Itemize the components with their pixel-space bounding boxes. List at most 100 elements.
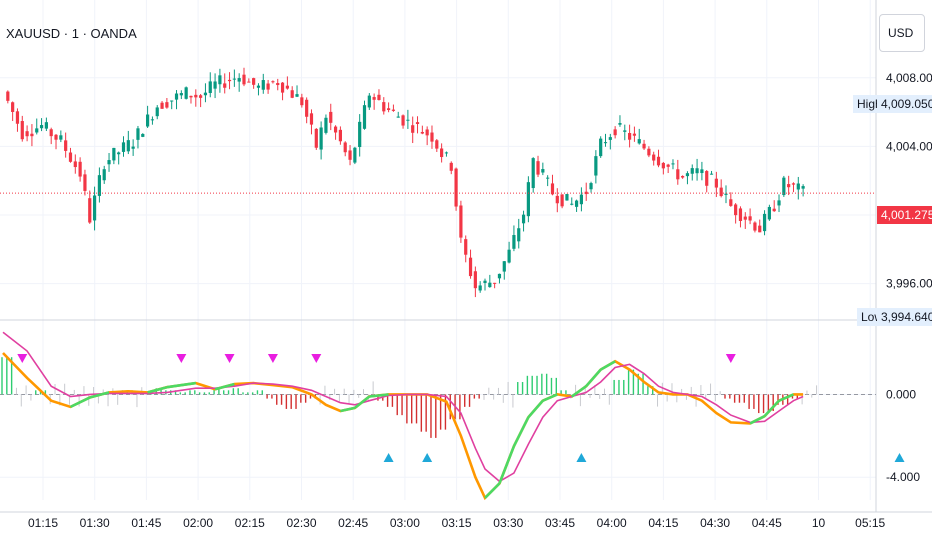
candle-body	[353, 147, 357, 163]
candle-body	[247, 81, 251, 83]
buy-marker-triangle	[422, 453, 433, 462]
candle-body	[44, 122, 48, 129]
oscillator-rising-segment	[340, 406, 356, 413]
candle-body	[179, 93, 183, 96]
candle-body	[314, 128, 318, 148]
time-tick-label: 04:00	[597, 516, 627, 530]
candle-body	[787, 184, 791, 188]
candle-body	[459, 205, 463, 238]
candle-body	[454, 168, 458, 207]
candle-body	[652, 154, 656, 161]
candle-body	[68, 152, 73, 162]
candle-body	[97, 175, 101, 196]
candle-body	[738, 208, 743, 221]
candle-body	[170, 100, 174, 102]
candle-body	[165, 102, 169, 108]
candle-body	[30, 133, 34, 137]
oscillator-rising-segment	[763, 399, 780, 418]
time-tick-label: 03:15	[442, 516, 472, 530]
candle-body	[276, 83, 280, 86]
oscillator-rising-segment	[571, 385, 587, 398]
candle-body	[348, 150, 352, 160]
candle-body	[73, 161, 77, 168]
candle-body	[695, 168, 699, 174]
candle-body	[512, 235, 516, 249]
candle-body	[112, 147, 116, 161]
oscillator-rising-segment	[369, 393, 389, 398]
candle-body	[488, 282, 492, 288]
time-tick-label: 04:15	[648, 516, 678, 530]
candle-body	[560, 194, 564, 207]
candle-body	[174, 93, 179, 100]
candle-body	[420, 131, 424, 134]
candle-body	[59, 135, 63, 140]
candle-body	[521, 214, 526, 224]
candle-body	[382, 102, 386, 112]
time-tick-label: 01:30	[80, 516, 110, 530]
oscillator-rising-segment	[354, 395, 371, 409]
candle-body	[767, 206, 771, 220]
candle-body	[574, 200, 579, 207]
candle-body	[628, 132, 632, 140]
candle-body	[324, 117, 328, 133]
candle-body	[64, 140, 68, 151]
oscillator-line-2	[2, 331, 804, 483]
candle-body	[15, 111, 20, 124]
candle-body	[146, 114, 150, 127]
candle-body	[550, 183, 555, 195]
candle-body	[748, 216, 752, 221]
candle-body	[223, 83, 227, 88]
candle-body	[309, 113, 314, 125]
candle-body	[227, 79, 232, 82]
time-tick-label: 02:45	[338, 516, 368, 530]
candle-body	[300, 97, 304, 106]
candle-body	[676, 169, 680, 180]
time-tick-label: 01:15	[28, 516, 58, 530]
candle-body	[531, 158, 535, 189]
low-value: 3,994.640	[877, 308, 932, 326]
candle-body	[160, 102, 164, 109]
candle-body	[753, 222, 757, 231]
candle-body	[709, 173, 714, 175]
candle-body	[271, 81, 275, 83]
candle-body	[478, 285, 482, 291]
candle-body	[497, 273, 502, 279]
candle-body	[502, 261, 506, 272]
candle-body	[261, 80, 265, 90]
sell-marker-triangle	[267, 354, 278, 363]
oscillator-tick-label: -4.000	[886, 470, 920, 484]
candle-body	[285, 85, 289, 89]
oscillator-rising-segment	[89, 391, 110, 399]
candle-body	[372, 97, 376, 100]
oscillator-rising-segment	[600, 360, 616, 371]
symbol-title[interactable]: XAUUSD · 1 · OANDA	[6, 26, 137, 41]
candle-body	[396, 116, 400, 118]
candle-body	[758, 225, 762, 233]
oscillator-rising-segment	[69, 396, 91, 409]
currency-button[interactable]: USD	[879, 14, 925, 52]
candle-body	[777, 200, 781, 206]
candle-body	[526, 182, 530, 217]
candle-body	[782, 177, 786, 196]
candle-body	[280, 82, 285, 93]
candle-body	[483, 280, 487, 283]
candle-body	[199, 95, 203, 98]
price-tick-label: 4,004.000	[886, 139, 932, 153]
candles-group	[6, 67, 805, 298]
candle-body	[801, 186, 805, 189]
time-tick-label: 03:45	[545, 516, 575, 530]
candle-body	[237, 78, 241, 82]
candle-body	[387, 108, 391, 111]
candle-body	[78, 161, 82, 177]
buy-marker-triangle	[894, 453, 905, 462]
candle-body	[584, 191, 588, 195]
candle-body	[734, 204, 738, 216]
candle-body	[329, 111, 333, 123]
candle-body	[762, 213, 767, 232]
candle-body	[107, 160, 111, 165]
oscillator-rising-segment	[778, 393, 794, 402]
candle-body	[194, 94, 198, 98]
candle-body	[377, 94, 381, 101]
candle-body	[411, 125, 415, 133]
